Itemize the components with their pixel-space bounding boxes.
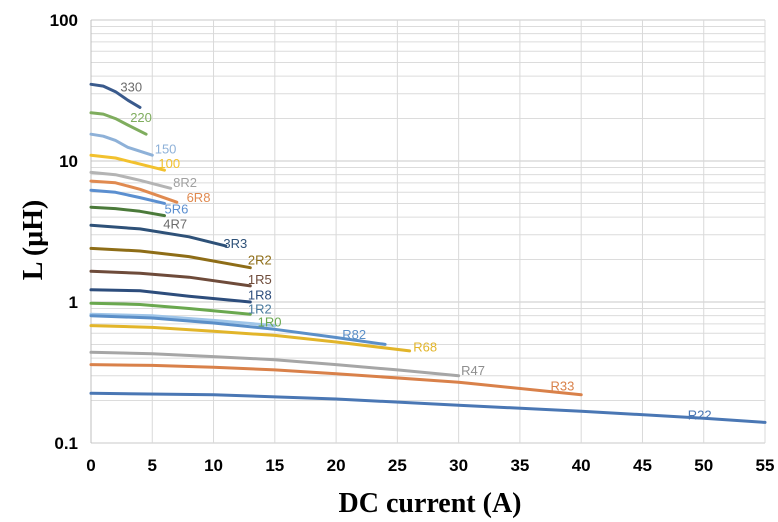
series-label-1R8: 1R8 bbox=[248, 288, 272, 303]
series-line-R68 bbox=[89, 324, 412, 353]
series-label-100: 100 bbox=[158, 156, 180, 171]
series-line-3R3 bbox=[89, 223, 228, 248]
series-label-1R5: 1R5 bbox=[248, 272, 272, 287]
series-label-5R6: 5R6 bbox=[165, 201, 189, 216]
series-label-3R3: 3R3 bbox=[223, 236, 247, 251]
y-tick-label: 1 bbox=[69, 293, 78, 312]
series-line-4R7 bbox=[89, 205, 166, 218]
x-axis-title: DC current (A) bbox=[339, 488, 522, 519]
y-tick-label: 0.1 bbox=[54, 434, 78, 453]
series-line-1R8 bbox=[89, 288, 252, 304]
series-line-220 bbox=[89, 111, 148, 136]
x-tick-label: 15 bbox=[265, 456, 284, 475]
x-tick-label: 30 bbox=[449, 456, 468, 475]
x-tick-label: 10 bbox=[204, 456, 223, 475]
grid bbox=[90, 19, 766, 444]
series-line-R82 bbox=[89, 314, 387, 346]
series-label-R82: R82 bbox=[342, 327, 366, 342]
series-line-5R6 bbox=[89, 188, 166, 205]
series-label-6R8: 6R8 bbox=[187, 190, 211, 205]
x-tick-label: 55 bbox=[756, 456, 775, 475]
series-line-R22 bbox=[89, 391, 767, 424]
series-line-100 bbox=[89, 153, 166, 172]
x-tick-label: 35 bbox=[510, 456, 529, 475]
series-lines bbox=[89, 82, 767, 424]
series-line-330 bbox=[89, 82, 142, 109]
series-label-4R7: 4R7 bbox=[163, 217, 187, 232]
x-tick-label: 40 bbox=[572, 456, 591, 475]
series-line-6R8 bbox=[89, 179, 179, 204]
x-tick-label: 25 bbox=[388, 456, 407, 475]
x-axis-ticks: 0 5 10 15 20 25 30 35 40 45 50 55 bbox=[86, 456, 774, 475]
series-line-150 bbox=[89, 132, 154, 157]
series-label-150: 150 bbox=[155, 141, 177, 156]
series-line-1R5 bbox=[89, 269, 252, 288]
series-label-220: 220 bbox=[130, 110, 152, 125]
series-label-2R2: 2R2 bbox=[248, 253, 272, 268]
series-label-R68: R68 bbox=[413, 340, 437, 355]
x-tick-label: 50 bbox=[694, 456, 713, 475]
series-label-R47: R47 bbox=[461, 363, 485, 378]
series-line-1R2 bbox=[89, 301, 252, 316]
series-line-1R0 bbox=[89, 312, 277, 328]
x-tick-label: 45 bbox=[633, 456, 652, 475]
series-label-1R0: 1R0 bbox=[258, 314, 282, 329]
series-label-330: 330 bbox=[120, 79, 142, 94]
series-line-2R2 bbox=[89, 246, 252, 270]
y-tick-label: 10 bbox=[59, 152, 78, 171]
y-axis-title: L (μH) bbox=[18, 200, 49, 280]
series-label-R33: R33 bbox=[551, 378, 575, 393]
x-tick-label: 20 bbox=[327, 456, 346, 475]
series-label-R22: R22 bbox=[688, 408, 712, 423]
series-label-1R2: 1R2 bbox=[248, 301, 272, 316]
y-axis-ticks: 0.1 1 10 100 bbox=[50, 11, 78, 453]
series-line-8R2 bbox=[89, 170, 173, 190]
series-line-R33 bbox=[89, 363, 583, 397]
x-tick-label: 0 bbox=[86, 456, 95, 475]
series-line-R47 bbox=[89, 350, 461, 378]
series-label-8R2: 8R2 bbox=[173, 175, 197, 190]
y-tick-label: 100 bbox=[50, 11, 78, 30]
x-tick-label: 5 bbox=[148, 456, 157, 475]
